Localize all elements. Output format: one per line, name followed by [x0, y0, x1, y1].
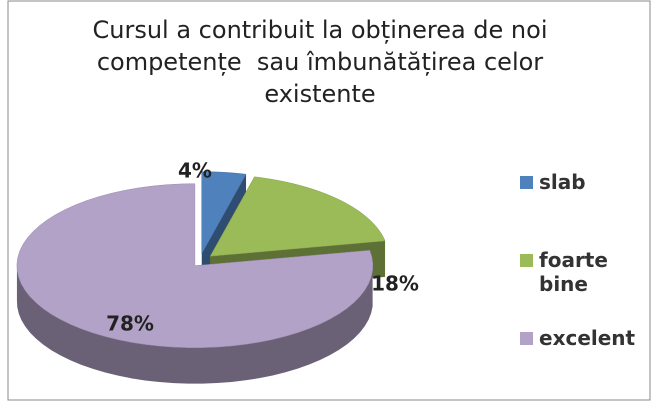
legend-label: slab [539, 170, 586, 194]
legend-label: foarte bine [539, 248, 608, 296]
slice [201, 171, 247, 255]
value-label: 18% [371, 272, 419, 296]
legend: slab foarte bine excelent [520, 170, 645, 401]
legend-swatch [520, 332, 533, 345]
frame [7, 0, 651, 401]
value-label: 78% [106, 312, 154, 336]
value-label: 4% [178, 159, 212, 183]
slice [16, 183, 374, 348]
legend-item: foarte bine [520, 248, 645, 326]
legend-label: excelent [539, 326, 636, 350]
legend-item: excelent [520, 326, 645, 401]
slice [209, 176, 386, 257]
legend-swatch [520, 176, 533, 189]
slice-side [16, 264, 373, 384]
legend-swatch [520, 254, 533, 267]
chart-title: Cursul a contribuit la obținerea de noi … [92, 16, 556, 108]
legend-item: slab [520, 170, 645, 248]
